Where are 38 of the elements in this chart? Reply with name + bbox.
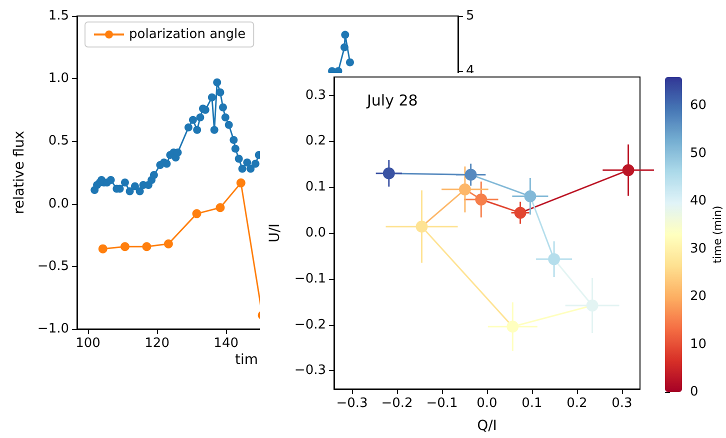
y-tick-label: −1.0 [37, 322, 69, 336]
y-tick-label: 0.3 [305, 88, 326, 103]
y2-tick-label: 5 [466, 8, 474, 24]
y-axis-title: relative flux [12, 130, 28, 214]
x-tick-label: 0.1 [522, 396, 542, 411]
x-tick-label: 140 [214, 336, 238, 351]
color-bar-label: 0 [690, 384, 698, 400]
y-tick-label: 0.1 [305, 180, 326, 195]
x-tick-label: −0.2 [381, 396, 413, 411]
x-tick-label: 0.0 [476, 396, 498, 411]
y-axis-title: U/I [267, 223, 283, 243]
legend-label: polarization angle [129, 27, 246, 42]
x-tick-label: 0.2 [566, 396, 588, 411]
color-bar-label: 40 [690, 194, 707, 209]
y-tick-label: −0.5 [37, 258, 69, 274]
y-tick-label: −0.2 [294, 317, 326, 332]
y-tick-label: 1.0 [48, 71, 69, 86]
x-tick-label: 120 [144, 336, 170, 351]
annotation: July 28 [366, 92, 418, 110]
y-tick-label: −0.3 [294, 363, 326, 378]
color-bar-label: 30 [690, 241, 707, 256]
color-bar-title: time (min) [711, 206, 724, 264]
color-bar-label: 60 [690, 98, 707, 114]
x-tick-label: 0.3 [612, 396, 632, 411]
y-tick-label: −0.1 [294, 271, 326, 286]
y-tick-label: 1.5 [48, 8, 69, 24]
y-tick-label: 0.0 [48, 196, 69, 212]
color-bar-label: 20 [690, 289, 707, 304]
y-tick-label: 0.2 [305, 134, 326, 149]
y-tick-label: 0.5 [48, 134, 69, 149]
color-bar-label: 50 [690, 146, 707, 161]
x-tick-label: 100 [76, 336, 100, 351]
color-bar-label: 10 [690, 336, 707, 352]
x-axis-title: tim [234, 352, 258, 368]
x-axis-title: Q/I [477, 418, 497, 434]
y-tick-label: 0.0 [305, 226, 326, 240]
x-tick-label: −0.1 [426, 396, 458, 411]
x-tick-label: −0.3 [336, 396, 368, 411]
